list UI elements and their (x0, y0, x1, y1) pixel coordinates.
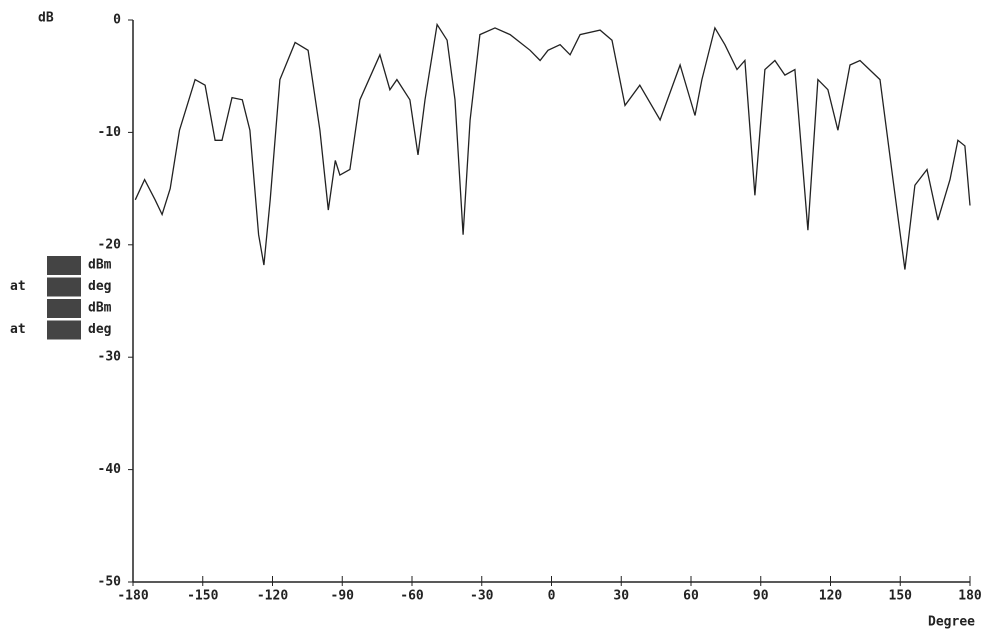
pattern-line (134, 22, 971, 270)
x-tick-label: -150 (187, 589, 218, 604)
x-tick-label: -60 (400, 589, 424, 604)
x-tick-label: -180 (117, 589, 148, 604)
readout-prefix: at (10, 279, 26, 294)
readout-prefix: at (10, 322, 26, 337)
x-tick-label: 90 (753, 589, 769, 604)
x-axis-label: Degree (928, 615, 975, 630)
y-tick-label: -10 (98, 125, 122, 140)
readout-unit: dBm (88, 301, 112, 316)
readout-unit: deg (88, 279, 111, 294)
readout-box (47, 256, 81, 275)
x-tick-label: -30 (470, 589, 494, 604)
y-axis-label: dB (38, 11, 54, 26)
y-tick-label: -50 (98, 575, 122, 590)
x-tick-label: 120 (819, 589, 843, 604)
x-tick-label: 30 (613, 589, 629, 604)
x-tick-label: -120 (257, 589, 288, 604)
y-tick-label: -30 (98, 350, 122, 365)
x-tick-label: 150 (889, 589, 913, 604)
x-tick-label: 0 (548, 589, 556, 604)
x-tick-label: 180 (958, 589, 982, 604)
readout-box (47, 277, 81, 297)
readout-unit: dBm (88, 258, 112, 273)
y-tick-label: -20 (98, 237, 122, 252)
readout-unit: deg (88, 322, 111, 337)
x-tick-label: 60 (683, 589, 699, 604)
y-tick-label: 0 (113, 13, 121, 28)
readout-box (47, 299, 81, 318)
readout-box (47, 320, 81, 340)
y-tick-label: -40 (98, 462, 122, 477)
x-tick-label: -90 (331, 589, 355, 604)
